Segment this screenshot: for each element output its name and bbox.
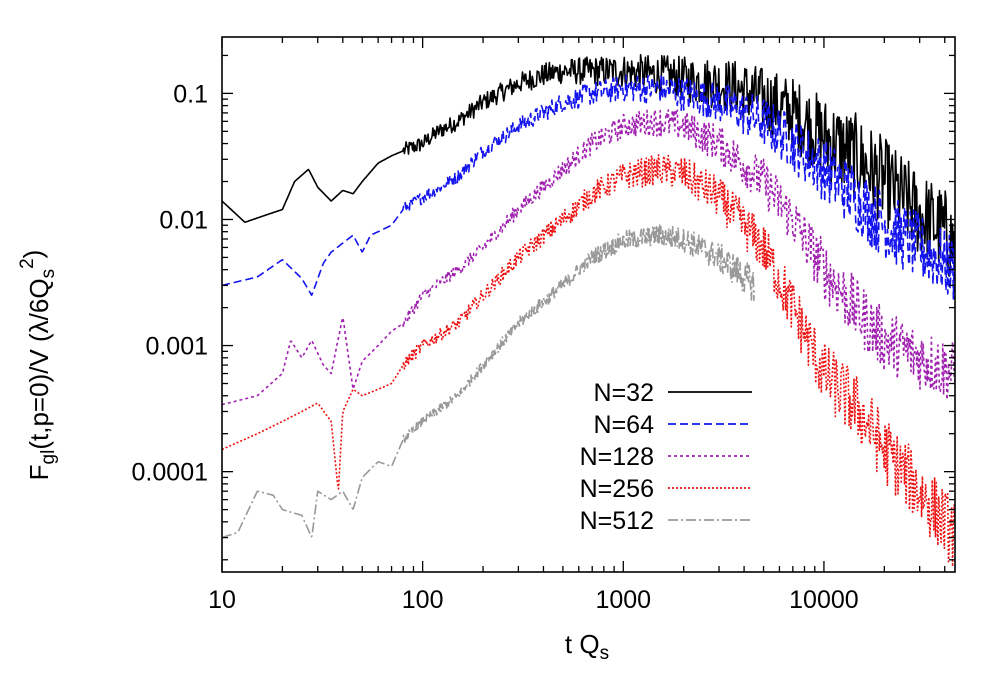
x-tick-label: 100 — [402, 586, 444, 614]
x-tick-label: 10000 — [789, 586, 859, 614]
legend-label: N=128 — [580, 443, 654, 471]
axis-ticks — [221, 37, 955, 572]
axis-tick-labels: 10 100 1000 10000 0.0001 0.001 0.01 0.1 — [132, 80, 859, 614]
y-axis-title: Fgl(t,p=0)/V (λ/6Qs2) — [17, 250, 58, 481]
legend: N=32 N=64 N=128 N=256 N=512 — [580, 379, 752, 535]
x-axis-title: t Qs — [565, 629, 609, 664]
legend-label: N=512 — [580, 507, 654, 535]
plot-frame — [221, 36, 956, 573]
series-line-n-64 — [222, 74, 955, 300]
legend-label: N=32 — [594, 379, 654, 407]
y-tick-label: 0.01 — [159, 206, 208, 234]
legend-label: N=64 — [594, 411, 655, 439]
y-tick-label: 0.0001 — [132, 459, 208, 487]
plot-area — [222, 53, 955, 568]
series-line-n-128 — [222, 108, 955, 406]
y-tick-label: 0.1 — [173, 80, 208, 108]
x-tick-label: 10 — [208, 586, 236, 614]
y-tick-label: 0.001 — [145, 333, 208, 361]
x-tick-label: 1000 — [595, 586, 651, 614]
legend-label: N=256 — [580, 475, 654, 503]
series-line-n-512 — [222, 224, 756, 539]
series-line-n-256 — [222, 154, 955, 568]
